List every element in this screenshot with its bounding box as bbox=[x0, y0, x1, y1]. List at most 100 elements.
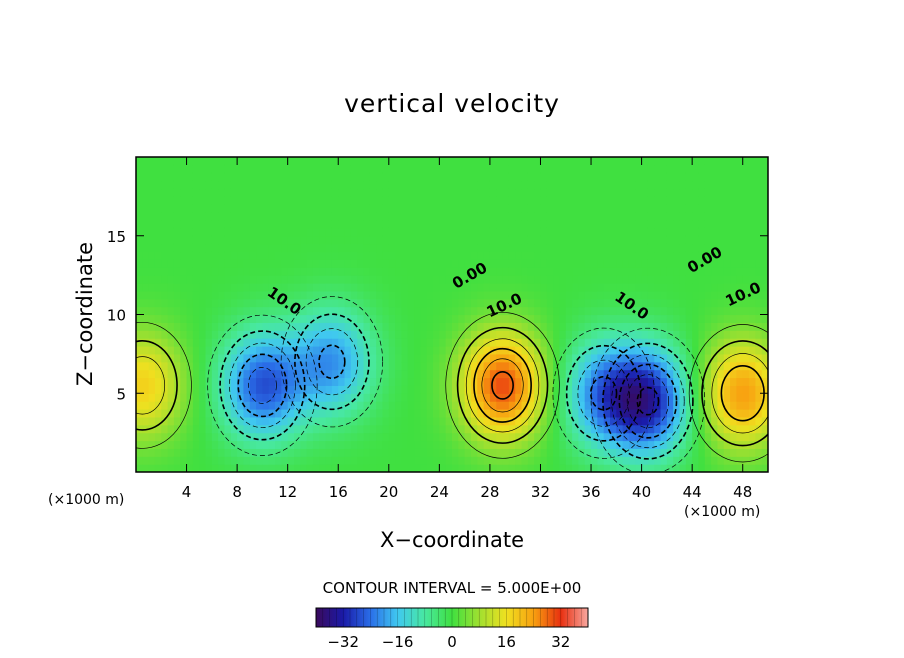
heatmap-cell bbox=[249, 235, 257, 245]
heatmap-cell bbox=[521, 188, 529, 197]
heatmap-cell bbox=[407, 448, 415, 457]
heatmap-cell bbox=[243, 416, 251, 426]
heatmap-cell bbox=[192, 377, 200, 386]
heatmap-cell bbox=[382, 220, 390, 229]
heatmap-cell bbox=[401, 157, 409, 166]
heatmap-cell bbox=[369, 275, 377, 284]
heatmap-cell bbox=[527, 338, 535, 347]
heatmap-cell bbox=[350, 196, 358, 205]
heatmap-cell bbox=[414, 267, 421, 276]
heatmap-cell bbox=[401, 164, 409, 174]
heatmap-cell bbox=[395, 456, 403, 465]
heatmap-cell bbox=[268, 227, 276, 237]
heatmap-cell bbox=[464, 306, 472, 316]
heatmap-cell bbox=[243, 243, 251, 253]
heatmap-cell bbox=[395, 275, 403, 284]
heatmap-cell bbox=[338, 298, 346, 308]
heatmap-cell bbox=[527, 243, 535, 253]
heatmap-cell bbox=[515, 322, 523, 331]
heatmap-cell bbox=[610, 306, 617, 316]
heatmap-cell bbox=[420, 338, 428, 347]
heatmap-cell bbox=[205, 353, 213, 363]
heatmap-cell bbox=[357, 180, 365, 190]
heatmap-cell bbox=[458, 188, 466, 197]
heatmap-cell bbox=[319, 416, 327, 426]
heatmap-cell bbox=[211, 448, 219, 457]
heatmap-cell bbox=[628, 251, 636, 260]
heatmap-cell bbox=[306, 456, 314, 465]
heatmap-cell bbox=[692, 385, 700, 394]
heatmap-cell bbox=[136, 275, 143, 284]
heatmap-cell bbox=[369, 220, 377, 229]
heatmap-cell bbox=[527, 330, 535, 339]
heatmap-cell bbox=[300, 464, 308, 472]
heatmap-cell bbox=[515, 377, 523, 386]
heatmap-cell bbox=[483, 385, 491, 394]
heatmap-cell bbox=[464, 275, 472, 284]
heatmap-cell bbox=[647, 164, 655, 174]
heatmap-cell bbox=[673, 298, 681, 308]
heatmap-cell bbox=[616, 157, 624, 166]
heatmap-cell bbox=[275, 290, 282, 300]
heatmap-cell bbox=[439, 353, 447, 363]
heatmap-cell bbox=[287, 385, 295, 394]
heatmap-cell bbox=[610, 385, 617, 394]
heatmap-cell bbox=[711, 188, 719, 197]
heatmap-cell bbox=[647, 416, 655, 426]
heatmap-cell bbox=[534, 464, 542, 472]
heatmap-cell bbox=[679, 416, 687, 426]
heatmap-cell bbox=[426, 448, 434, 457]
heatmap-cell bbox=[477, 409, 485, 418]
heatmap-cell bbox=[515, 267, 523, 276]
heatmap-cell bbox=[704, 314, 712, 323]
heatmap-cell bbox=[717, 322, 725, 331]
heatmap-cell bbox=[508, 290, 516, 300]
heatmap-cell bbox=[382, 416, 390, 426]
heatmap-cell bbox=[452, 251, 459, 260]
heatmap-cell bbox=[230, 227, 238, 237]
heatmap-cell bbox=[540, 456, 548, 465]
heatmap-cell bbox=[673, 369, 681, 379]
heatmap-cell bbox=[515, 338, 523, 347]
heatmap-cell bbox=[730, 456, 737, 465]
heatmap-cell bbox=[180, 298, 188, 308]
heatmap-cell bbox=[230, 251, 238, 260]
heatmap-cell bbox=[363, 227, 371, 237]
heatmap-cell bbox=[275, 157, 282, 166]
heatmap-cell bbox=[382, 157, 390, 166]
heatmap-cell bbox=[268, 314, 276, 323]
heatmap-cell bbox=[717, 267, 725, 276]
heatmap-cell bbox=[546, 369, 554, 379]
heatmap-cell bbox=[180, 196, 188, 205]
heatmap-cell bbox=[723, 157, 731, 166]
heatmap-cell bbox=[186, 440, 194, 449]
heatmap-cell bbox=[496, 456, 504, 465]
heatmap-cell bbox=[508, 369, 516, 379]
heatmap-cell bbox=[395, 172, 403, 182]
heatmap-cell bbox=[376, 204, 384, 213]
heatmap-cell bbox=[489, 251, 497, 260]
heatmap-cell bbox=[572, 227, 579, 237]
heatmap-cell bbox=[205, 188, 213, 197]
heatmap-cell bbox=[161, 259, 169, 268]
heatmap-cell bbox=[704, 393, 712, 402]
heatmap-cell bbox=[249, 322, 257, 331]
heatmap-cell bbox=[692, 353, 700, 363]
heatmap-cell bbox=[603, 172, 611, 182]
heatmap-cell bbox=[628, 432, 636, 442]
heatmap-cell bbox=[673, 251, 681, 260]
heatmap-cell bbox=[603, 353, 611, 363]
heatmap-cell bbox=[628, 338, 636, 347]
heatmap-cell bbox=[294, 243, 301, 253]
heatmap-cell bbox=[521, 361, 529, 371]
heatmap-cell bbox=[167, 448, 175, 457]
heatmap-cell bbox=[704, 283, 712, 292]
heatmap-cell bbox=[224, 164, 232, 174]
heatmap-cell bbox=[395, 361, 403, 371]
heatmap-cell bbox=[357, 157, 365, 166]
heatmap-cell bbox=[211, 385, 219, 394]
colorbar-tick-label: −16 bbox=[382, 633, 414, 651]
heatmap-cell bbox=[483, 338, 491, 347]
heatmap-cell bbox=[527, 290, 535, 300]
